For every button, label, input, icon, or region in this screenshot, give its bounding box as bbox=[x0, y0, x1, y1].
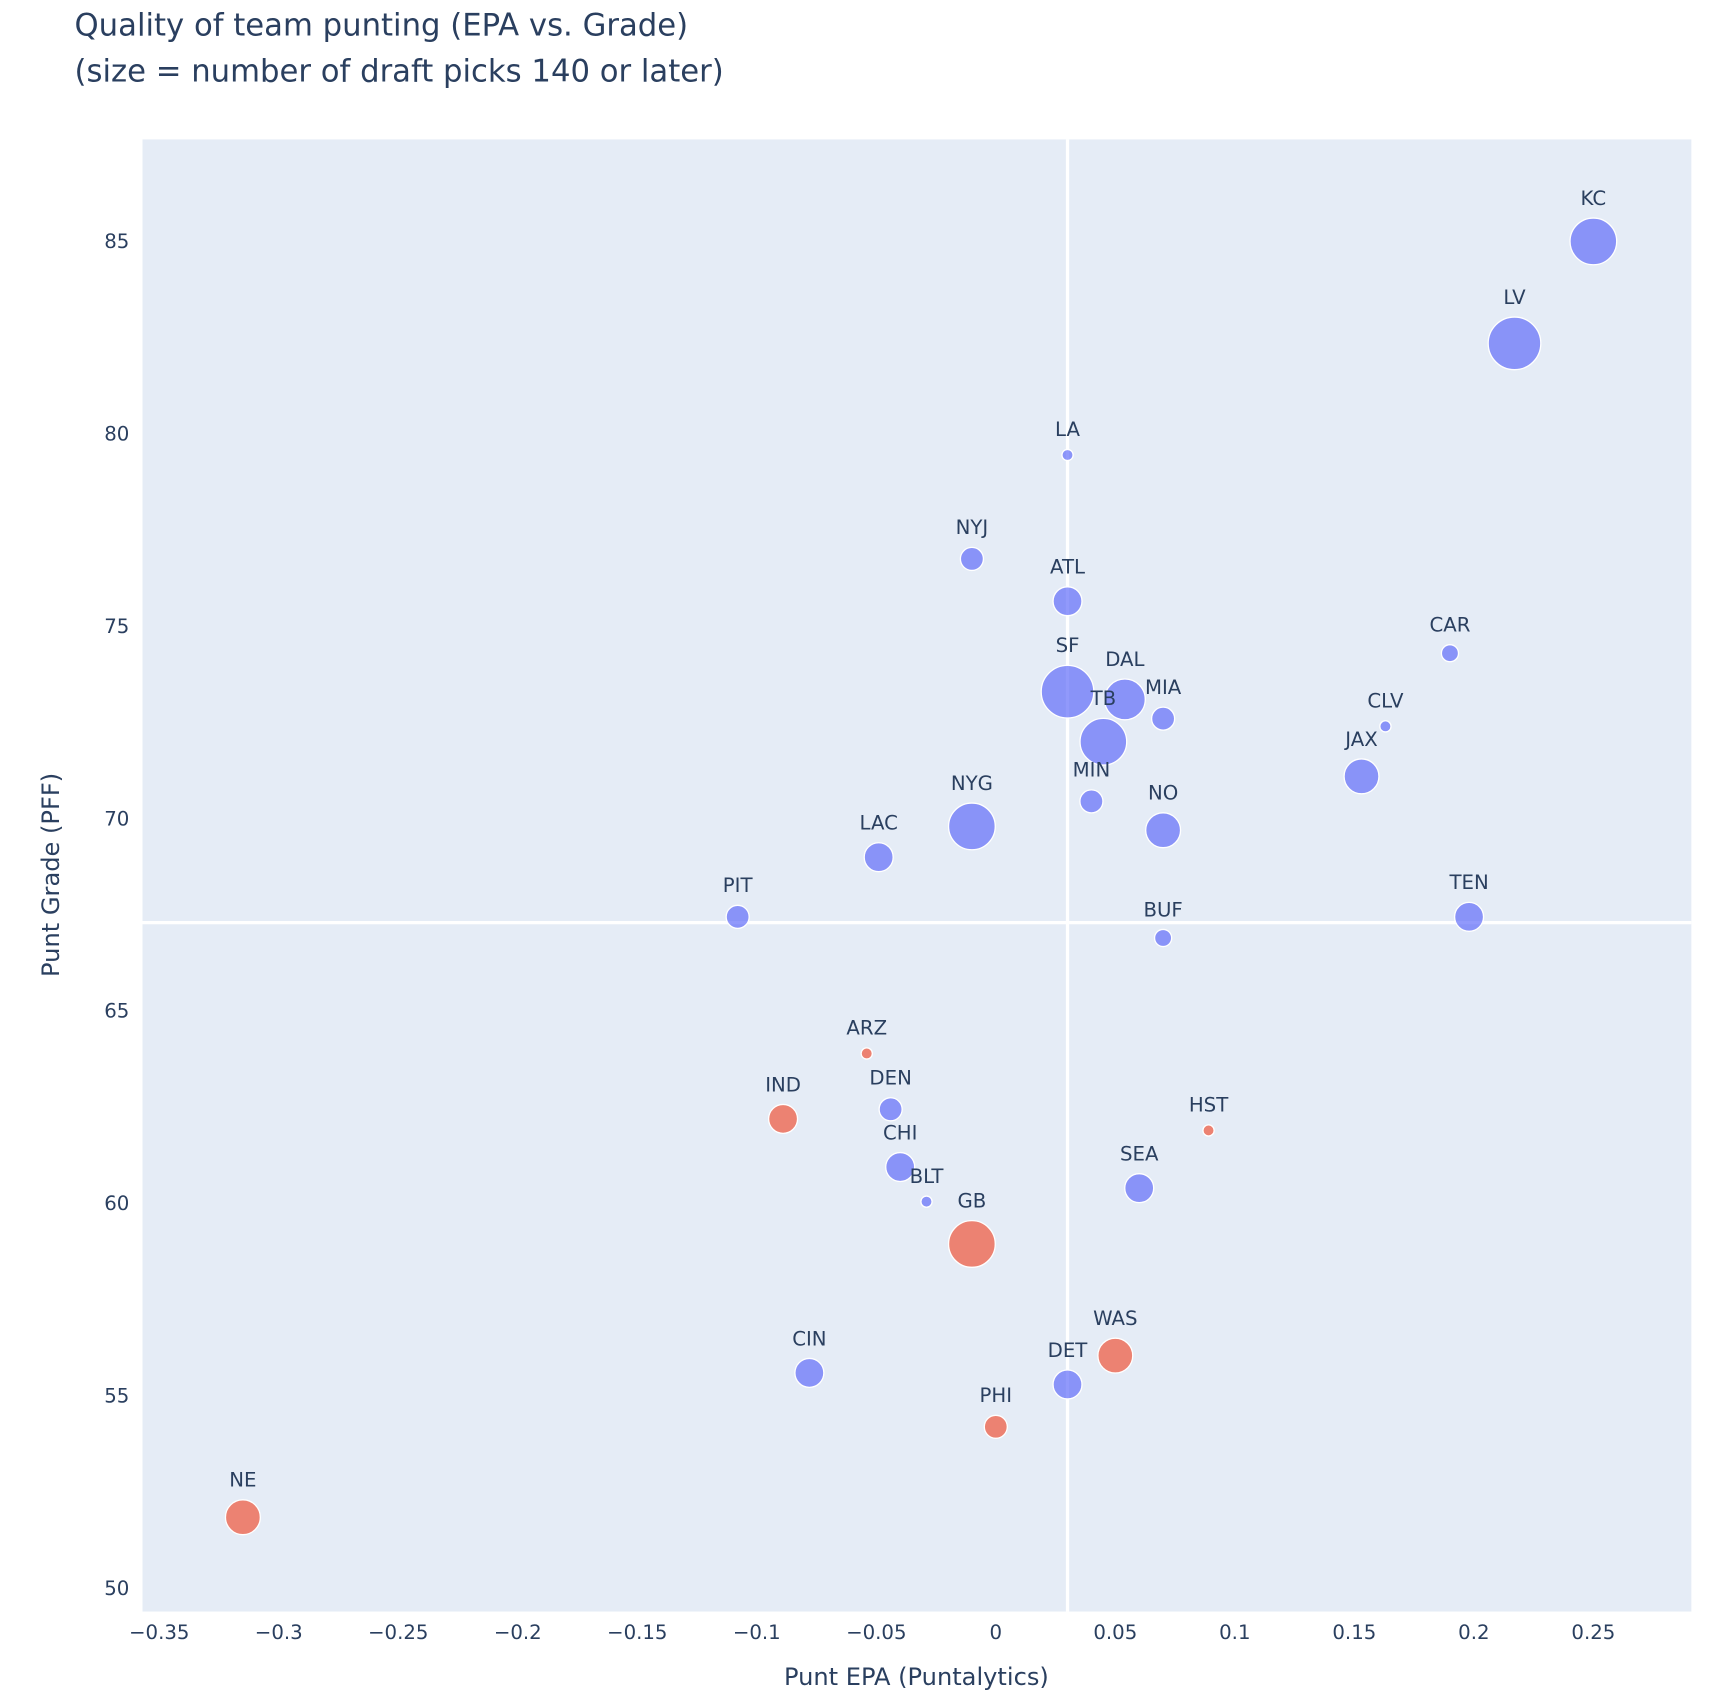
point-label: JAX bbox=[1343, 728, 1377, 751]
point-pit[interactable] bbox=[725, 904, 750, 930]
point-label: IND bbox=[765, 1073, 801, 1096]
point-label: LA bbox=[1055, 418, 1080, 441]
point-atl[interactable] bbox=[1052, 586, 1083, 617]
point-label: BLT bbox=[910, 1165, 945, 1188]
point-label: MIA bbox=[1145, 676, 1182, 699]
point-label: SF bbox=[1056, 634, 1080, 657]
point-lac[interactable] bbox=[863, 842, 894, 873]
point-label: PIT bbox=[723, 874, 754, 897]
point-gb[interactable] bbox=[947, 1219, 996, 1268]
x-tick-label: −0.2 bbox=[494, 1621, 542, 1644]
plot-area bbox=[142, 139, 1692, 1612]
x-tick-label: −0.35 bbox=[129, 1621, 189, 1644]
point-dal[interactable] bbox=[1103, 678, 1146, 721]
x-axis-ticks: −0.35 −0.3 −0.25 −0.2 −0.15 −0.1 −0.05 0 0.05 0.1… bbox=[129, 1621, 1615, 1644]
x-tick-label: 0.2 bbox=[1458, 1621, 1489, 1644]
point-la[interactable] bbox=[1061, 448, 1074, 462]
x-tick-label: 0 bbox=[990, 1621, 1003, 1644]
point-nyj[interactable] bbox=[959, 546, 985, 572]
y-tick-label: 85 bbox=[104, 230, 129, 253]
point-phi[interactable] bbox=[983, 1414, 1008, 1439]
x-tick-label: −0.25 bbox=[368, 1621, 428, 1644]
point-label: NE bbox=[229, 1469, 256, 1492]
point-label: SEA bbox=[1120, 1143, 1159, 1166]
point-blt[interactable] bbox=[920, 1195, 933, 1208]
point-label: MIN bbox=[1073, 759, 1111, 782]
y-tick-label: 65 bbox=[104, 1000, 129, 1023]
point-label: DAL bbox=[1105, 648, 1144, 671]
point-ten[interactable] bbox=[1453, 901, 1485, 932]
point-kc[interactable] bbox=[1569, 217, 1618, 266]
point-label: TB bbox=[1090, 687, 1117, 710]
point-ne[interactable] bbox=[224, 1499, 261, 1536]
point-arz[interactable] bbox=[860, 1047, 873, 1060]
y-tick-label: 50 bbox=[104, 1577, 129, 1600]
point-sf[interactable] bbox=[1040, 664, 1095, 719]
point-tb[interactable] bbox=[1079, 717, 1128, 766]
point-label: CLV bbox=[1367, 690, 1404, 713]
y-axis-ticks: 50 55 60 65 70 75 80 85 bbox=[104, 230, 129, 1600]
point-label: ATL bbox=[1050, 556, 1085, 579]
point-label: NYJ bbox=[956, 516, 989, 539]
point-label: WAS bbox=[1093, 1307, 1137, 1330]
point-chi[interactable] bbox=[885, 1151, 916, 1183]
point-label: KC bbox=[1581, 187, 1607, 210]
point-sea[interactable] bbox=[1124, 1173, 1155, 1204]
point-nyg[interactable] bbox=[947, 802, 996, 851]
point-cin[interactable] bbox=[794, 1357, 825, 1389]
point-label: LAC bbox=[860, 812, 898, 835]
point-label: CAR bbox=[1429, 614, 1470, 637]
point-label: NO bbox=[1148, 782, 1178, 805]
y-axis-label: Punt Grade (PFF) bbox=[37, 773, 65, 977]
x-tick-label: −0.05 bbox=[846, 1621, 906, 1644]
point-den[interactable] bbox=[878, 1097, 903, 1122]
data-points bbox=[224, 217, 1618, 1536]
point-min[interactable] bbox=[1079, 789, 1104, 814]
point-label: DET bbox=[1048, 1339, 1089, 1362]
point-label: LV bbox=[1503, 286, 1526, 309]
point-clv[interactable] bbox=[1379, 720, 1392, 733]
y-tick-label: 80 bbox=[104, 422, 129, 445]
point-lv[interactable] bbox=[1487, 316, 1542, 371]
x-tick-label: 0.15 bbox=[1332, 1621, 1376, 1644]
point-car[interactable] bbox=[1440, 644, 1460, 663]
y-tick-label: 55 bbox=[104, 1385, 129, 1408]
y-tick-label: 70 bbox=[104, 807, 129, 830]
x-tick-label: −0.15 bbox=[607, 1621, 667, 1644]
point-jax[interactable] bbox=[1343, 758, 1380, 795]
point-label: BUF bbox=[1143, 898, 1182, 921]
point-hst[interactable] bbox=[1202, 1124, 1215, 1137]
reference-lines bbox=[142, 139, 1692, 1612]
point-label: GB bbox=[958, 1189, 987, 1212]
point-label: CHI bbox=[883, 1121, 917, 1144]
x-tick-label: −0.1 bbox=[733, 1621, 781, 1644]
point-label: TEN bbox=[1448, 871, 1488, 894]
point-buf[interactable] bbox=[1153, 928, 1173, 948]
x-axis-label: Punt EPA (Puntalytics) bbox=[784, 1663, 1049, 1691]
point-label: HST bbox=[1189, 1094, 1229, 1117]
point-label: DEN bbox=[869, 1067, 911, 1090]
point-label: CIN bbox=[792, 1327, 826, 1350]
point-no[interactable] bbox=[1145, 812, 1182, 849]
point-det[interactable] bbox=[1052, 1369, 1083, 1400]
chart-subtitle: (size = number of draft picks 140 or lat… bbox=[75, 54, 724, 89]
y-tick-label: 60 bbox=[104, 1192, 129, 1215]
point-label: PHI bbox=[980, 1384, 1013, 1407]
point-ind[interactable] bbox=[767, 1103, 799, 1135]
x-tick-label: 0.05 bbox=[1093, 1621, 1137, 1644]
point-mia[interactable] bbox=[1150, 706, 1176, 731]
x-tick-label: 0.25 bbox=[1571, 1621, 1615, 1644]
point-was[interactable] bbox=[1097, 1337, 1134, 1374]
y-tick-label: 75 bbox=[104, 615, 129, 638]
x-tick-label: −0.3 bbox=[255, 1621, 303, 1644]
point-label: ARZ bbox=[846, 1017, 887, 1040]
x-tick-label: 0.1 bbox=[1219, 1621, 1250, 1644]
point-label: NYG bbox=[951, 772, 993, 795]
chart-title: Quality of team punting (EPA vs. Grade) bbox=[75, 8, 689, 43]
